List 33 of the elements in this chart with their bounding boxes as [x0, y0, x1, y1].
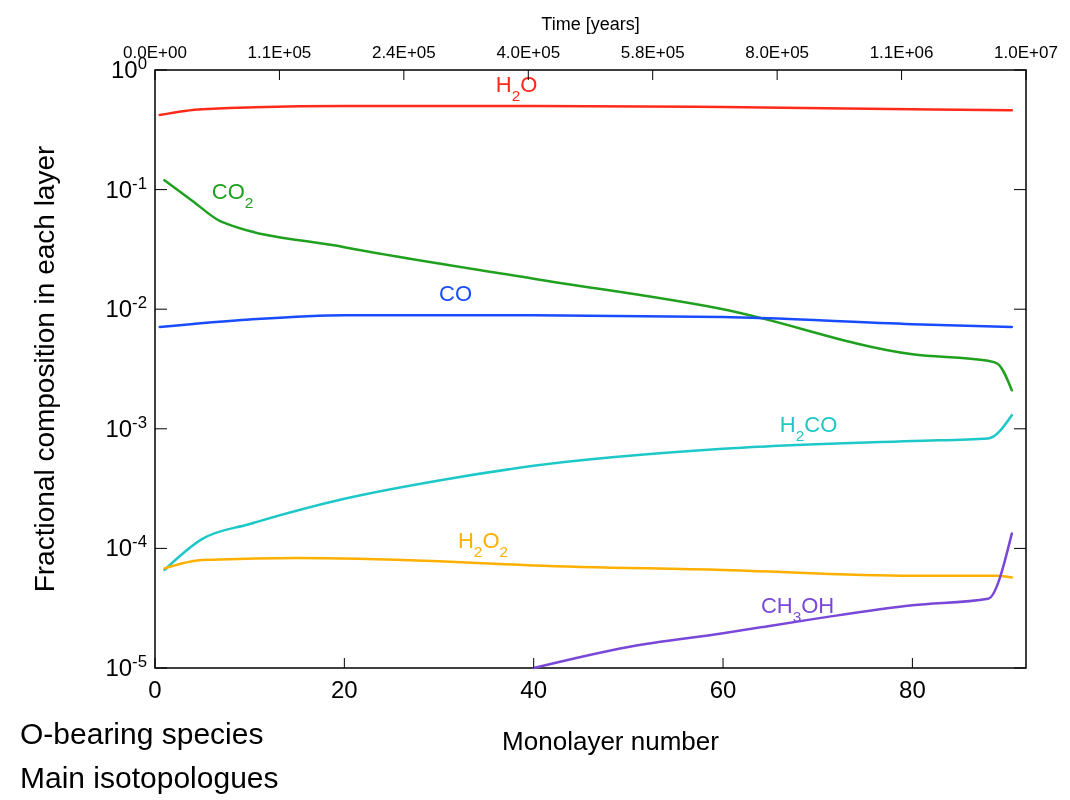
series-label: H$_{2}$O	[495, 72, 538, 104]
y-tick-label: 10$^{-1}$	[105, 173, 147, 203]
text: 1.1E+05	[247, 43, 312, 62]
x-axis-title: Monolayer number	[502, 726, 720, 756]
x-tick-label: 60	[709, 676, 737, 703]
x-tick-label: 20	[331, 676, 358, 703]
x-tick-label: 40	[520, 676, 548, 703]
series-label: H$_{2}$CO	[779, 412, 838, 444]
text: 5.8E+05	[620, 43, 685, 62]
x-tick-label: 80	[899, 676, 926, 703]
line-series	[163, 556, 1014, 579]
series-label: CO$_{2}$	[211, 178, 254, 211]
text: 1.1E+06	[869, 43, 934, 62]
x-tick-label: 0	[148, 676, 162, 703]
series-label: CO	[439, 281, 473, 307]
y-tick-label: 10$^{-2}$	[105, 292, 147, 323]
y-tick-label: 10$^{-5}$	[105, 651, 147, 681]
y-tick-label: 10$^{-4}$	[105, 531, 147, 562]
y-tick-label: 10$^{-3}$	[105, 412, 147, 442]
text: 4.0E+05	[496, 43, 561, 62]
line-series	[158, 104, 1014, 117]
y-axis-title: Fractional composition in each layer	[29, 145, 60, 593]
text: 1.0E+07	[994, 43, 1058, 62]
text: 2.4E+05	[371, 43, 436, 62]
line-series	[163, 413, 1014, 572]
text: Main isotopologues	[20, 761, 279, 794]
line-series	[163, 178, 1014, 392]
line-series	[158, 314, 1014, 329]
line-series	[532, 532, 1014, 670]
x2-axis-title: Time [years]	[541, 14, 640, 34]
text: O-bearing species	[20, 717, 264, 750]
series-label: H$_{2}$O$_{2}$	[457, 528, 509, 560]
text: 8.0E+05	[745, 43, 810, 62]
